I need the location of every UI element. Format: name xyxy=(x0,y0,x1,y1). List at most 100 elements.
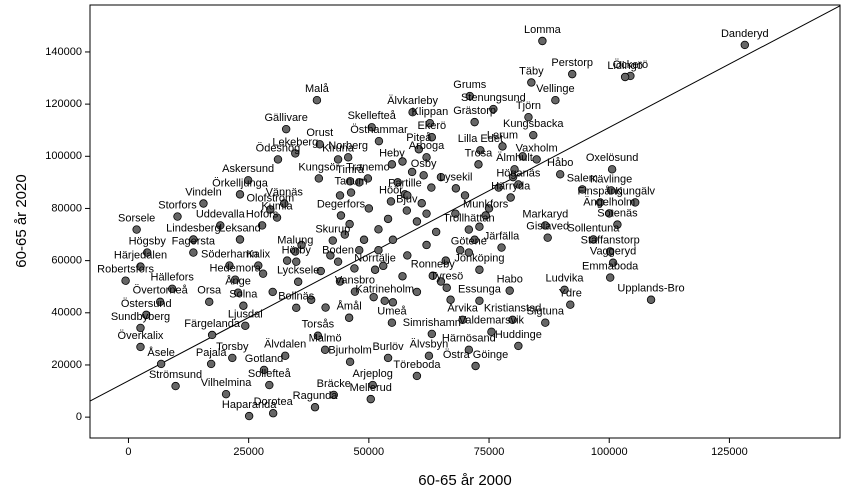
point-label: Östra Göinge xyxy=(443,349,508,361)
point xyxy=(314,174,324,183)
point-label: Lindesberg xyxy=(166,222,220,234)
point-label: Essunga xyxy=(458,284,502,296)
point xyxy=(422,240,431,250)
point-label: Katrineholm xyxy=(355,284,414,296)
point xyxy=(417,199,426,208)
point xyxy=(241,321,250,331)
point xyxy=(740,40,750,50)
point-label: Ronneby xyxy=(411,259,456,271)
point xyxy=(291,149,300,158)
point-label: Älvsbyn xyxy=(410,339,449,351)
x-tick-label: 100000 xyxy=(591,446,628,458)
point xyxy=(216,221,225,230)
point-label: Malå xyxy=(305,83,330,95)
point xyxy=(620,72,630,82)
point-label: Kumla xyxy=(261,200,293,212)
y-tick-label: 120000 xyxy=(45,98,82,110)
point-label: Öckerö xyxy=(613,59,648,71)
point xyxy=(606,186,616,195)
point-label: Jönköping xyxy=(454,253,504,265)
point xyxy=(243,176,253,185)
point xyxy=(383,353,393,363)
point-label: Orsa xyxy=(197,285,222,297)
point xyxy=(273,155,283,164)
point-label: Skurup xyxy=(315,223,350,235)
point xyxy=(608,258,618,267)
point xyxy=(474,160,483,169)
point xyxy=(494,183,503,192)
point xyxy=(310,403,320,412)
point xyxy=(427,183,436,192)
point-label: Höör xyxy=(379,184,403,196)
point xyxy=(398,157,407,166)
point xyxy=(460,191,470,200)
point-label: Gislaved xyxy=(526,221,569,233)
point-label: Färgelanda xyxy=(184,318,241,330)
point-label: Vellinge xyxy=(536,83,575,95)
point xyxy=(136,342,145,352)
point xyxy=(412,287,422,297)
point xyxy=(388,235,398,244)
point-label: Oxelösund xyxy=(586,152,639,164)
point xyxy=(613,220,622,229)
point-label: Bräcke xyxy=(317,378,351,390)
point xyxy=(292,303,301,313)
point-label: Ludvika xyxy=(546,273,585,285)
point xyxy=(374,225,383,234)
point xyxy=(427,329,437,339)
point-label: Ängelholm xyxy=(583,196,635,208)
point-label: Huddinge xyxy=(495,329,542,341)
point-label: Leksand xyxy=(219,222,261,234)
point xyxy=(407,167,417,177)
point xyxy=(333,155,343,164)
point xyxy=(514,341,523,351)
point-label: Lekeberg xyxy=(272,136,318,148)
point-label: Ånge xyxy=(225,275,251,288)
point-label: Sollentuna xyxy=(567,222,620,234)
point-label: Sigtuna xyxy=(527,306,565,318)
point-label: Orust xyxy=(306,127,333,139)
point xyxy=(272,213,282,222)
point-label: Örkelljunga xyxy=(212,177,269,189)
point-label: Emmaboda xyxy=(582,260,639,272)
point xyxy=(136,323,145,333)
point-label: Torsås xyxy=(302,319,335,331)
point-label: Danderyd xyxy=(721,28,769,40)
point-label: Haparanda xyxy=(222,399,277,411)
point xyxy=(335,277,345,286)
point xyxy=(258,269,268,278)
point-label: Järfälla xyxy=(484,230,520,242)
point xyxy=(529,130,538,140)
point-label: Storfors xyxy=(158,199,197,211)
point-label: Valdemarsvik xyxy=(459,315,525,327)
point-label: Härjedalen xyxy=(114,250,167,262)
point xyxy=(136,262,145,271)
point-label: Hedemora xyxy=(210,263,262,275)
point xyxy=(541,221,550,230)
point xyxy=(363,174,373,183)
point xyxy=(595,198,605,207)
point xyxy=(605,209,614,218)
point-label: Perstorp xyxy=(551,57,593,69)
point-label: Kiruna xyxy=(322,142,355,154)
point xyxy=(431,227,441,237)
point xyxy=(335,191,345,200)
point xyxy=(425,118,435,128)
point xyxy=(475,296,484,305)
point xyxy=(205,297,214,307)
point xyxy=(442,283,451,292)
point xyxy=(364,204,374,213)
point-label: Grums xyxy=(453,79,487,91)
point-label: Ragunda xyxy=(293,390,339,402)
point xyxy=(297,240,306,250)
x-tick-label: 0 xyxy=(125,446,131,458)
point xyxy=(510,165,519,174)
point xyxy=(465,91,475,101)
point-label: Boden xyxy=(322,245,354,257)
point xyxy=(345,219,354,229)
point xyxy=(514,180,523,189)
point-label: Östhammar xyxy=(350,124,408,136)
point xyxy=(393,178,402,187)
point xyxy=(225,261,234,270)
